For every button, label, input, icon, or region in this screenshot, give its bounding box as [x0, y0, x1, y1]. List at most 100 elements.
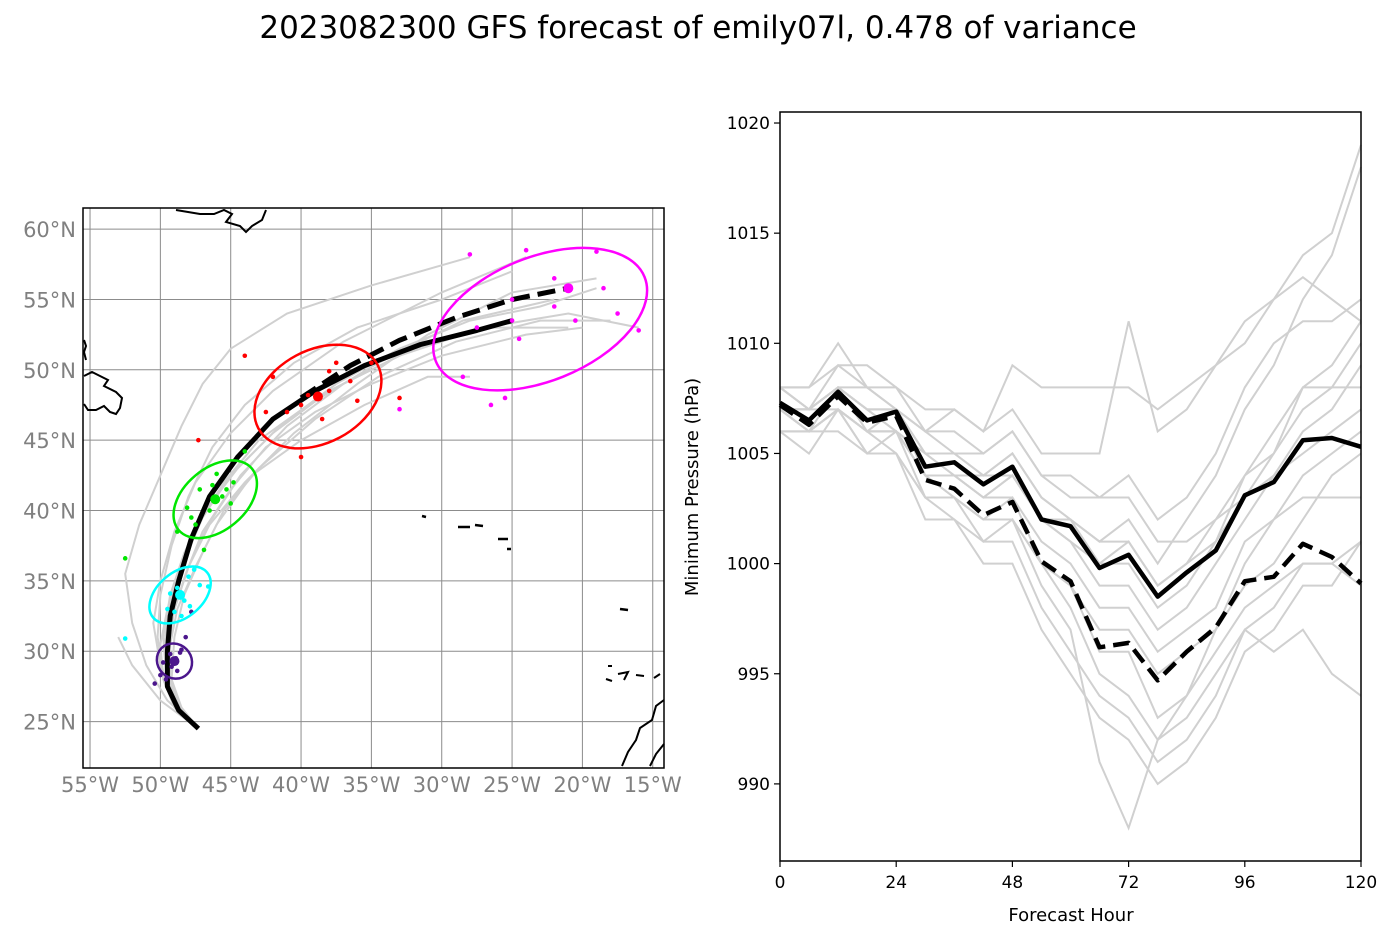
- y-tick-label: 990: [738, 775, 770, 795]
- forecast-points: [122, 247, 641, 686]
- member-position-48h: [187, 603, 193, 609]
- member-position-24h: [177, 650, 183, 655]
- uncertainty-ellipses: [148, 246, 649, 680]
- y-tick-label: 1005: [727, 444, 770, 464]
- member-position-24h: [183, 634, 188, 640]
- mean-track-dashed: [299, 285, 569, 400]
- member-position-48h: [174, 585, 180, 591]
- lon-tick-label: 40°W: [272, 773, 330, 797]
- member-position-24h: [167, 651, 173, 657]
- mean-tracks: [164, 285, 569, 731]
- lon-tick-label: 30°W: [413, 773, 471, 797]
- pressure-frame: [779, 111, 1362, 862]
- member-pressure-line: [780, 364, 1362, 632]
- member-position-96h: [369, 360, 374, 366]
- member-position-120h: [488, 402, 494, 408]
- member-position-72h: [214, 471, 219, 477]
- y-tick-label: 1015: [727, 224, 770, 244]
- member-position-72h: [207, 508, 212, 513]
- member-position-120h: [509, 318, 515, 323]
- member-position-96h: [347, 378, 353, 384]
- mean-position-48h: [175, 589, 186, 600]
- map-tick-labels: 55°W 50°W 45°W 40°W 35°W 30°W 25°W 20°W 15°W 25°N…: [23, 218, 682, 797]
- member-pressure-line: [779, 385, 1361, 588]
- coastline-africa: [621, 699, 665, 767]
- member-pressure-line: [779, 342, 1362, 588]
- member-position-48h: [179, 613, 184, 619]
- member-position-120h: [397, 406, 402, 412]
- ensemble-tracks: [117, 256, 639, 730]
- y-axis-label: Minimum Pressure (hPa): [682, 378, 703, 596]
- member-position-24h: [152, 681, 158, 686]
- x-tick-label: 72: [1118, 873, 1140, 893]
- x-tick-label: 24: [885, 873, 907, 893]
- member-position-120h: [502, 395, 508, 401]
- ellipse-24h: [155, 642, 194, 680]
- member-position-120h: [636, 328, 641, 333]
- member-position-72h: [193, 522, 198, 527]
- member-position-96h: [298, 402, 304, 408]
- ensemble-track: [117, 636, 199, 730]
- mean-pressure-lines: [778, 389, 1363, 683]
- lat-tick-label: 60°N: [23, 218, 76, 242]
- lon-tick-label: 45°W: [202, 773, 260, 797]
- member-position-72h: [242, 449, 248, 454]
- mean-position-24h: [169, 656, 180, 667]
- mean-pressure-dashed: [778, 393, 1363, 683]
- y-tick-label: 1000: [727, 555, 770, 575]
- track-map: 55°W 50°W 45°W 40°W 35°W 30°W 25°W 20°W 15°W 25°N…: [23, 207, 682, 797]
- lat-tick-label: 35°N: [23, 570, 76, 594]
- lat-tick-label: 40°N: [23, 500, 76, 524]
- ensemble-track: [170, 319, 611, 730]
- mean-position-96h: [312, 391, 323, 402]
- ellipse-120h: [432, 246, 649, 392]
- member-position-120h: [509, 297, 515, 302]
- y-tick-label: 1020: [727, 114, 770, 134]
- member-position-120h: [474, 325, 480, 330]
- member-position-120h: [523, 247, 529, 253]
- lat-tick-label: 30°N: [23, 640, 76, 664]
- lat-tick-label: 45°N: [23, 429, 76, 453]
- member-pressure-line: [779, 407, 1362, 764]
- member-position-48h: [165, 606, 170, 612]
- x-tick-label: 96: [1234, 873, 1256, 893]
- member-pressure-line: [780, 275, 1362, 455]
- member-position-48h: [181, 598, 187, 603]
- lon-tick-label: 35°W: [342, 773, 400, 797]
- y-tick-label: 1010: [727, 334, 770, 354]
- member-position-24h: [158, 672, 163, 678]
- x-axis-label: Forecast Hour: [1008, 905, 1134, 926]
- member-position-72h: [224, 487, 229, 492]
- member-position-120h: [467, 252, 473, 257]
- lat-tick-label: 50°N: [23, 359, 76, 383]
- member-position-24h: [174, 668, 180, 674]
- coastline-africa-2: [649, 743, 665, 767]
- mean-pressure-solid: [778, 389, 1362, 599]
- member-position-120h: [601, 285, 606, 291]
- mean-position-120h: [563, 283, 574, 294]
- member-position-72h: [197, 487, 203, 492]
- figure-title: 2023082300 GFS forecast of emily07l, 0.4…: [259, 10, 1137, 46]
- member-position-48h: [167, 591, 173, 596]
- madeira-island: [619, 607, 629, 612]
- x-tick-label: 48: [1002, 873, 1024, 893]
- canary-islands: [605, 665, 661, 682]
- coastline-greenland: [175, 208, 267, 234]
- lon-tick-label: 25°W: [483, 773, 541, 797]
- member-position-120h: [516, 336, 522, 342]
- azores-islands: [421, 514, 511, 551]
- coastline: [82, 208, 665, 767]
- member-position-96h: [284, 409, 290, 415]
- member-position-96h: [355, 398, 360, 404]
- member-pressure-line: [780, 144, 1362, 433]
- member-position-120h: [460, 374, 466, 380]
- member-position-96h: [263, 409, 269, 415]
- pressure-chart: 0 24 48 72 96 120 990 995 1000 1005 1010 1015 1020 F…: [682, 111, 1377, 926]
- member-pressure-line: [780, 429, 1362, 831]
- x-tick-label: 0: [775, 873, 786, 893]
- ensemble-track: [124, 256, 471, 730]
- member-position-48h: [172, 609, 177, 615]
- member-position-72h: [210, 482, 215, 488]
- coastline-newfoundland: [83, 370, 124, 416]
